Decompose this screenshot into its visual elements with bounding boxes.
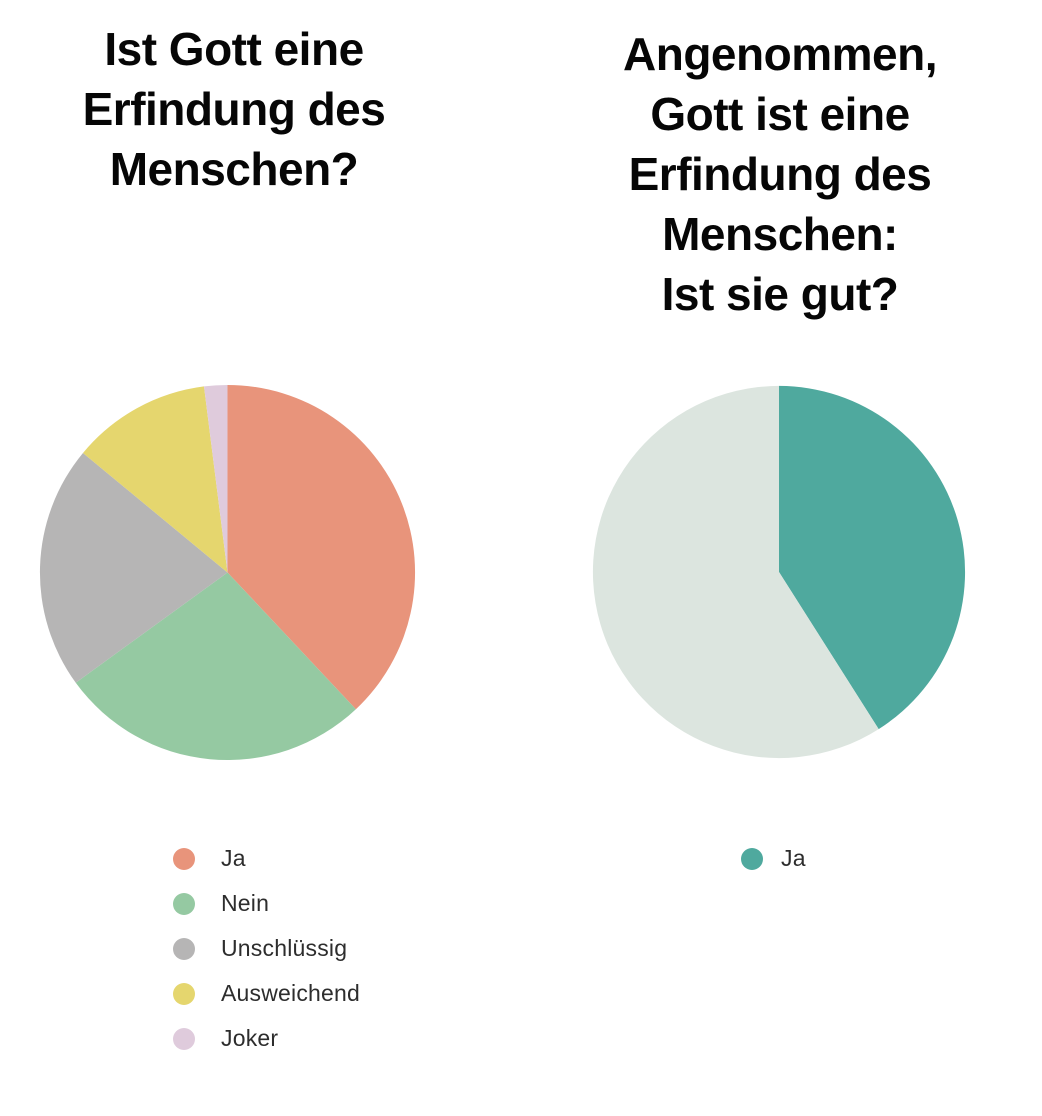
chart-title-line: Erfindung des [82,83,386,135]
legend-color-dot-icon [173,847,195,870]
pie-slice-ja [779,385,966,730]
chart-title-line: Angenommen, [623,28,937,80]
legend-color-dot-icon [173,937,195,960]
legend-item-ausweichend: Ausweichend [173,971,360,1016]
chart-title-line: Ist sie gut? [661,268,899,320]
legend-left: Ja Nein Unschlüssig Ausweichend Joker [173,836,360,1061]
pie-slice-unschlüssig [39,452,228,683]
pie-chart-right [592,385,966,759]
legend-item-joker: Joker [173,1016,360,1061]
legend-label: Joker [221,1025,279,1051]
legend-item-ja: Ja [741,836,806,881]
legend-item-nein: Nein [173,881,360,926]
chart-title-line: Ist Gott eine [104,23,364,75]
legend-right: Ja [741,836,806,881]
pie-slice-ja [227,384,416,710]
legend-label: Ja [221,845,246,871]
legend-label: Ausweichend [221,980,361,1006]
pie-slice-nein [75,572,356,761]
chart-title-line: Gott ist eine [650,88,910,140]
pie-slice-joker [203,384,228,573]
chart-title-left: Ist Gott eine Erfindung des Menschen? [14,19,454,199]
pie-chart-left [39,384,416,761]
legend-color-dot-icon [741,847,763,870]
legend-item-unschlüssig: Unschlüssig [173,926,360,971]
chart-title-line: Erfindung des [628,148,932,200]
legend-label: Nein [221,890,270,916]
chart-title-line: Menschen: [662,208,898,260]
pie-slice-ausweichend [82,386,228,573]
legend-item-ja: Ja [173,836,360,881]
legend-color-dot-icon [173,892,195,915]
legend-color-dot-icon [173,1027,195,1050]
pie-slice-unlabeled [592,385,879,759]
chart-title-right: Angenommen, Gott ist eine Erfindung des … [560,24,1000,324]
legend-color-dot-icon [173,982,195,1005]
chart-title-line: Menschen? [109,143,359,195]
legend-label: Ja [781,845,806,871]
legend-label: Unschlüssig [221,935,348,961]
